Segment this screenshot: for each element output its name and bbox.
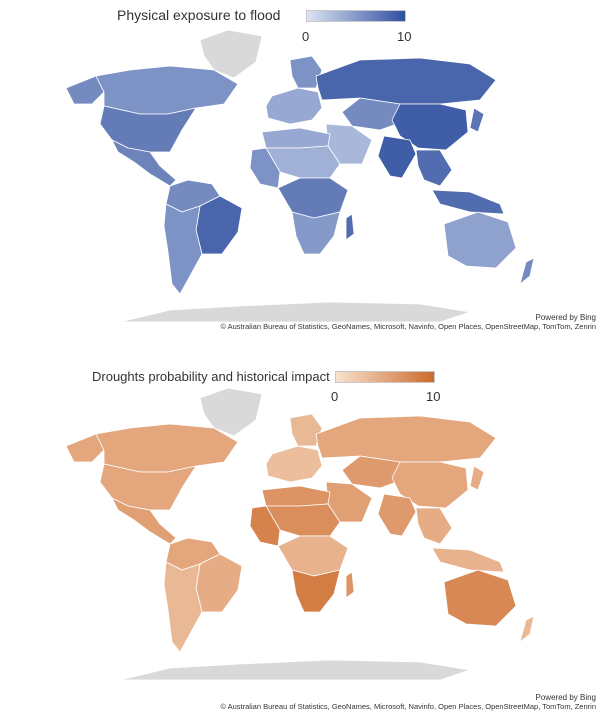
region-africa-central	[277, 177, 349, 219]
region-russia	[315, 57, 497, 105]
region-north-america	[99, 105, 197, 153]
region-canada	[95, 423, 239, 473]
flood-legend-bar	[306, 10, 406, 22]
region-southeast-asia	[415, 149, 453, 187]
drought-map-panel: Droughts probability and historical impa…	[0, 358, 604, 711]
region-china	[391, 461, 469, 509]
region-southeast-asia	[415, 507, 453, 545]
region-japan	[469, 107, 485, 133]
region-canada	[95, 65, 239, 115]
flood-attribution: © Australian Bureau of Statistics, GeoNa…	[220, 322, 596, 331]
region-south-america-south	[163, 203, 203, 295]
drought-legend-max: 10	[426, 389, 441, 404]
region-africa-sahara	[265, 503, 341, 537]
region-india	[377, 493, 417, 537]
region-greenland	[199, 387, 263, 437]
flood-world-map	[65, 29, 535, 323]
region-madagascar	[345, 571, 355, 599]
region-russia	[315, 415, 497, 463]
region-central-america	[111, 139, 177, 187]
region-scandinavia	[289, 55, 323, 89]
drought-legend-min: 0	[331, 389, 339, 404]
region-africa-north	[261, 127, 331, 149]
drought-attribution: © Australian Bureau of Statistics, GeoNa…	[220, 702, 596, 711]
region-australia	[443, 569, 517, 627]
flood-legend-min: 0	[302, 29, 310, 44]
region-africa-sahara	[265, 145, 341, 179]
region-africa-central	[277, 535, 349, 577]
region-new-zealand	[519, 257, 535, 285]
flood-map-panel: Physical exposure to flood 0 10 Powered …	[0, 0, 604, 348]
region-brazil	[195, 195, 243, 255]
region-japan	[469, 465, 485, 491]
region-central-america	[111, 497, 177, 545]
region-europe-west	[265, 445, 323, 483]
drought-world-map	[65, 387, 535, 681]
region-greenland	[199, 29, 263, 79]
region-indonesia	[431, 189, 505, 215]
region-madagascar	[345, 213, 355, 241]
flood-legend-max: 10	[397, 29, 412, 44]
flood-legend-title: Physical exposure to flood	[117, 7, 281, 23]
region-antarctica	[119, 301, 471, 323]
drought-powered-by: Powered by Bing	[535, 693, 596, 702]
region-australia	[443, 211, 517, 269]
region-europe-west	[265, 87, 323, 125]
region-south-america-south	[163, 561, 203, 653]
region-north-america	[99, 463, 197, 511]
region-africa-south	[291, 211, 341, 255]
region-new-zealand	[519, 615, 535, 643]
region-brazil	[195, 553, 243, 613]
region-alaska	[65, 433, 105, 463]
region-china	[391, 103, 469, 151]
drought-legend-bar	[335, 371, 435, 383]
drought-legend-title: Droughts probability and historical impa…	[92, 369, 330, 384]
region-indonesia	[431, 547, 505, 573]
region-scandinavia	[289, 413, 323, 447]
region-africa-south	[291, 569, 341, 613]
region-alaska	[65, 75, 105, 105]
region-antarctica	[119, 659, 471, 681]
region-africa-north	[261, 485, 331, 507]
flood-powered-by: Powered by Bing	[535, 313, 596, 322]
region-india	[377, 135, 417, 179]
